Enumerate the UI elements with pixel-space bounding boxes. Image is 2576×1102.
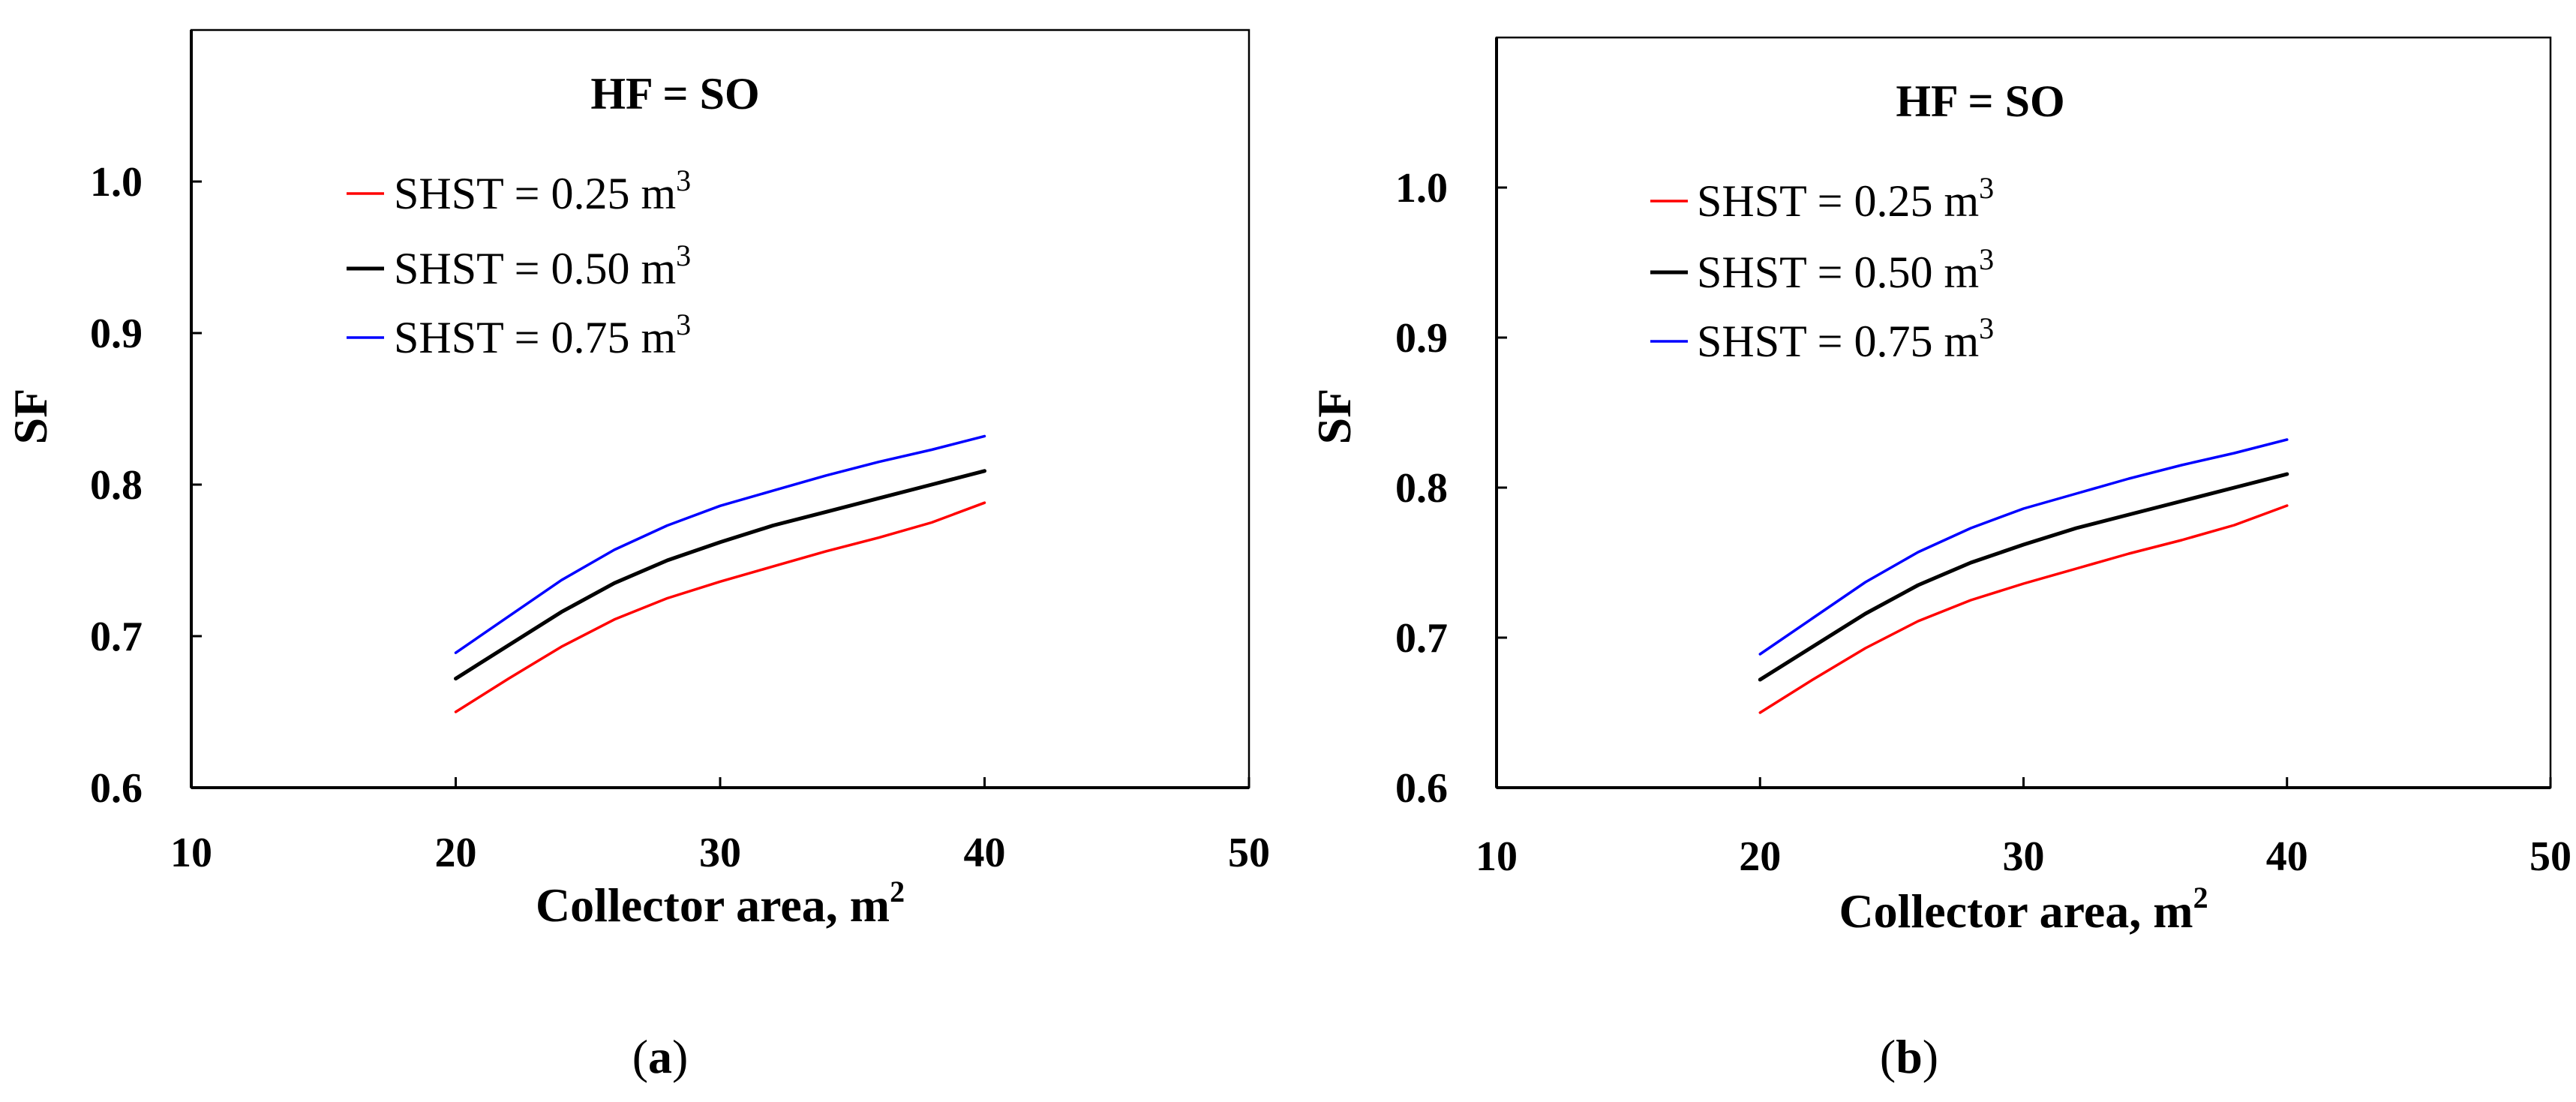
series-line-1 (454, 501, 986, 713)
y-axis-title: SF (4, 389, 57, 445)
series-line-3 (454, 434, 986, 654)
caption-letter: a (648, 1030, 672, 1083)
legend-label-2: SHST = 0.50 m3 (394, 239, 691, 293)
x-axis-title-sup: 2 (890, 875, 905, 908)
legend-label-3: SHST = 0.75 m3 (1697, 311, 1994, 366)
legend-label-sup: 3 (1979, 242, 1994, 276)
x-tick-label: 10 (1476, 833, 1518, 880)
x-axis-title: Collector area, m2 (536, 875, 905, 932)
y-tick-label: 1.0 (90, 159, 143, 206)
chart-panel-b: 0.6 0.7 0.8 0.9 1.0 10 20 30 40 50 Collector area,… (1308, 36, 2571, 1083)
x-tick-label: 30 (699, 830, 741, 876)
legend-label-text: SHST = 0.25 m (1697, 176, 1979, 226)
series-line-3 (1758, 438, 2289, 656)
legend-label-sup: 3 (676, 239, 691, 272)
legend-label-text: SHST = 0.50 m (1697, 248, 1979, 297)
y-tick-label: 0.7 (90, 614, 143, 660)
y-tick-label: 0.6 (1395, 765, 1448, 812)
legend-label-sup: 3 (676, 308, 691, 341)
legend-label-3: SHST = 0.75 m3 (394, 308, 691, 362)
y-tick-label: 0.8 (1395, 465, 1448, 512)
caption-open-paren: ( (1880, 1030, 1896, 1083)
y-axis-title: SF (1308, 389, 1361, 445)
caption-close-paren: ) (672, 1030, 688, 1083)
x-tick-label: 20 (1739, 833, 1781, 880)
x-axis-title-sup: 2 (2193, 881, 2208, 914)
legend-label-text: SHST = 0.75 m (394, 313, 676, 362)
plot-frame (190, 29, 1250, 789)
hf-annotation: HF = SO (590, 69, 759, 119)
caption-letter: b (1896, 1030, 1923, 1083)
series-line-2 (454, 469, 986, 681)
y-tick-label: 0.6 (90, 765, 143, 812)
hf-annotation: HF = SO (1896, 77, 2064, 126)
y-tick-label: 0.7 (1395, 615, 1448, 662)
x-tick-label: 20 (435, 830, 477, 876)
legend-label-sup: 3 (1979, 311, 1994, 345)
x-tick-label: 50 (2529, 833, 2571, 880)
legend-label-sup: 3 (1979, 171, 1994, 205)
panel-caption: (b) (1880, 1030, 1938, 1083)
x-tick-label: 40 (2266, 833, 2308, 880)
caption-close-paren: ) (1923, 1030, 1938, 1083)
series-line-2 (1758, 472, 2289, 682)
x-tick-label: 50 (1228, 830, 1270, 876)
legend-label-2: SHST = 0.50 m3 (1697, 242, 1994, 297)
x-tick-label: 10 (170, 830, 212, 876)
x-tick-label: 40 (964, 830, 1006, 876)
legend-label-text: SHST = 0.50 m (394, 244, 676, 293)
x-axis-title: Collector area, m2 (1839, 881, 2208, 938)
y-tick-label: 0.9 (90, 311, 143, 357)
y-tick-label: 1.0 (1395, 165, 1448, 212)
plot-frame (1495, 36, 2552, 789)
legend-label-1: SHST = 0.25 m3 (394, 164, 691, 218)
x-axis-title-text: Collector area, m (1839, 884, 2193, 938)
x-tick-label: 30 (2003, 833, 2045, 880)
legend-label-sup: 3 (676, 164, 691, 197)
y-tick-label: 0.8 (90, 462, 143, 509)
series-line-1 (1758, 504, 2289, 714)
x-axis-title-text: Collector area, m (536, 878, 890, 932)
legend-label-text: SHST = 0.25 m (394, 169, 676, 218)
legend-label-1: SHST = 0.25 m3 (1697, 171, 1994, 226)
y-tick-label: 0.9 (1395, 315, 1448, 362)
chart-panel-a: 0.6 0.7 0.8 0.9 1.0 10 20 30 40 50 Collector area,… (4, 29, 1270, 1083)
caption-open-paren: ( (632, 1030, 648, 1083)
legend-label-text: SHST = 0.75 m (1697, 317, 1979, 366)
panel-caption: (a) (632, 1030, 689, 1083)
